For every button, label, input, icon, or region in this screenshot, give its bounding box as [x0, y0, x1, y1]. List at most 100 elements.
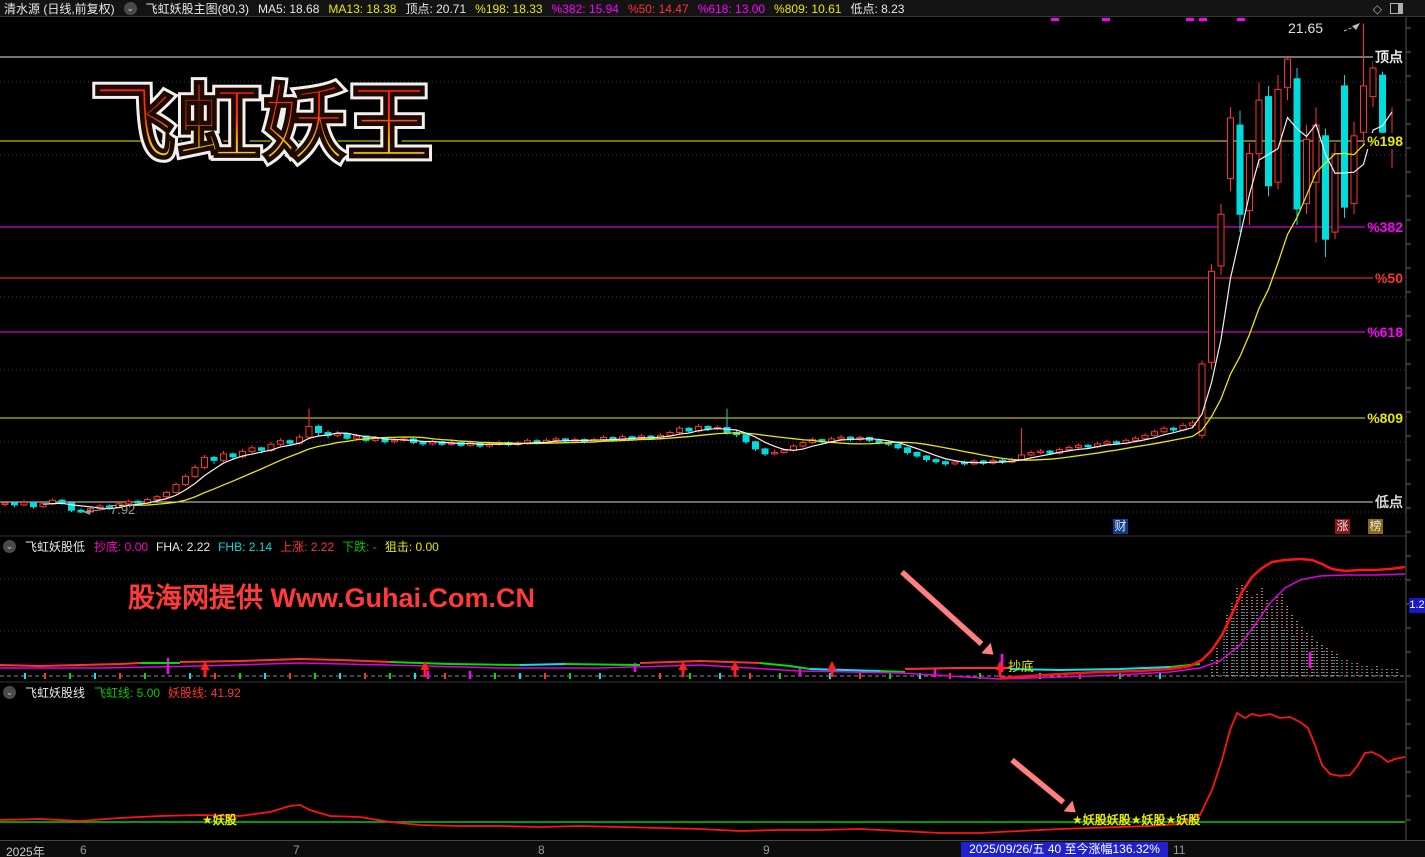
- fib-level-label: 顶点: [1373, 47, 1405, 67]
- quick-link-财[interactable]: 财: [1113, 519, 1128, 534]
- fib-level-label: %198: [1365, 133, 1405, 149]
- fib-level-label: %809: [1365, 410, 1405, 426]
- split-window-icon[interactable]: [1390, 3, 1403, 14]
- candle-up: [248, 447, 256, 452]
- panel3-header: ⌄ 飞虹妖股线 飞虹线: 5.00 妖股线: 41.92: [0, 684, 1403, 700]
- axis-year-label: 2025年: [6, 845, 45, 857]
- candle-down: [68, 502, 75, 511]
- candle-up: [1018, 454, 1025, 461]
- candle-up: [201, 456, 208, 468]
- candle-down: [685, 427, 693, 432]
- high-arrow-head: [1352, 23, 1360, 30]
- candle-up: [353, 435, 360, 439]
- axis-month-label: 6: [80, 843, 87, 857]
- buy-arrow-stem: [203, 670, 207, 677]
- top-signal-mark: [1237, 18, 1245, 21]
- candle-down: [286, 440, 294, 444]
- annotation-arrow-panel2: [900, 569, 984, 647]
- candle-up: [1274, 88, 1282, 183]
- candle-up: [1369, 67, 1377, 98]
- candle-down: [419, 441, 427, 445]
- collapse-panel3-icon[interactable]: ⌄: [3, 685, 16, 699]
- indicator-segment: [0, 662, 141, 668]
- quick-link-榜[interactable]: 榜: [1368, 519, 1383, 534]
- collapse-main-icon[interactable]: ⌄: [123, 1, 137, 15]
- candle-down: [106, 505, 113, 508]
- candle-down: [742, 434, 750, 443]
- candle-up: [1075, 444, 1082, 448]
- logo-text: 飞虹妖王: [91, 77, 433, 172]
- candle-up: [1, 502, 9, 506]
- magenta-indicator-line: [0, 573, 1406, 680]
- candle-down: [77, 509, 85, 513]
- indicator-segment: [904, 667, 1010, 670]
- candle-down: [904, 447, 911, 453]
- indicator-segment: [759, 662, 811, 670]
- candle-down: [894, 443, 902, 449]
- panel2-value: FHA: 2.22: [156, 539, 211, 554]
- candle-up: [125, 500, 132, 505]
- panel2-value: FHB: 2.14: [218, 539, 273, 554]
- candle-up: [1217, 213, 1225, 267]
- diamond-icon[interactable]: ◇: [1372, 1, 1382, 16]
- candle-up: [277, 440, 284, 445]
- candle-up: [1037, 450, 1044, 453]
- yaogu-red-line: [0, 711, 1406, 834]
- panel2-title: 飞虹妖股低: [25, 539, 86, 554]
- top-indicator-bar: 清水源 (日线,前复权) ⌄ 飞虹妖股主图(80,3) MA5: 18.68 MA…: [0, 0, 1425, 17]
- indicator-value: 低点: 8.23: [850, 1, 905, 16]
- axis-month-11: 11: [1173, 843, 1186, 857]
- candle-down: [343, 433, 351, 439]
- quick-link-涨[interactable]: 涨: [1335, 519, 1350, 534]
- candle-up: [1103, 441, 1111, 445]
- candle-down: [11, 502, 18, 506]
- candle-down: [134, 500, 142, 504]
- candle-up: [1303, 138, 1310, 205]
- red-indicator-line: [999, 557, 1406, 680]
- candle-up: [666, 431, 674, 436]
- ma13-line: [118, 136, 1393, 507]
- buy-arrow-stem: [423, 670, 427, 677]
- candle-down: [315, 425, 322, 433]
- candle-up: [799, 441, 807, 447]
- candle-up: [676, 427, 683, 433]
- candle-down: [30, 501, 37, 508]
- candle-up: [220, 453, 227, 461]
- candle-up: [163, 491, 170, 498]
- buy-arrow: [995, 661, 1005, 670]
- cursor-date-box: 2025/09/26/五 40 至今涨幅136.32%: [961, 842, 1168, 857]
- indicator-segment: [519, 663, 566, 666]
- buy-arrow-stem: [681, 670, 685, 677]
- candle-up: [172, 484, 180, 493]
- collapse-panel2-icon[interactable]: ⌄: [3, 539, 16, 553]
- panel2-right-value-badge: 1.2: [1409, 598, 1425, 613]
- candle-up: [1160, 427, 1168, 433]
- buy-arrow-stem: [998, 670, 1002, 677]
- candle-down: [704, 425, 712, 430]
- candle-up: [191, 466, 199, 477]
- panel2-value: 下跌: -: [342, 539, 377, 554]
- panel2-header: ⌄ 飞虹妖股低 抄底: 0.00 FHA: 2.22 FHB: 2.14 上涨: 2.…: [0, 538, 1403, 554]
- panel2-values: 抄底: 0.00 FHA: 2.22 FHB: 2.14 上涨: 2.22 下跌: - 狙…: [94, 538, 447, 555]
- buy-arrow: [730, 661, 740, 670]
- panel3-title: 飞虹妖股线: [25, 685, 86, 700]
- candle-up: [20, 501, 28, 506]
- candle-up: [305, 425, 313, 438]
- panel2-value: 上涨: 2.22: [280, 539, 335, 554]
- indicator-value: %382: 15.94: [551, 1, 619, 16]
- candle-down: [1236, 124, 1244, 215]
- candle-down: [761, 448, 769, 455]
- star-yaogu-label: ★妖股: [202, 813, 237, 827]
- candle-up: [239, 450, 246, 458]
- candle-down: [1322, 135, 1329, 240]
- candle-down: [258, 447, 265, 451]
- candle-up: [1284, 58, 1291, 89]
- candle-down: [752, 441, 759, 450]
- candle-down: [913, 451, 921, 457]
- candle-up: [1208, 270, 1215, 363]
- candle-up: [1065, 446, 1073, 451]
- candle-up: [552, 438, 560, 441]
- candle-down: [1379, 74, 1386, 133]
- main-indicator-values: MA5: 18.68 MA13: 18.38 顶点: 20.71 %198: 18.3…: [258, 0, 913, 17]
